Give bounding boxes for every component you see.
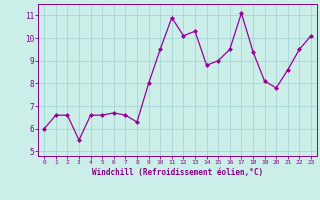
X-axis label: Windchill (Refroidissement éolien,°C): Windchill (Refroidissement éolien,°C) (92, 168, 263, 177)
